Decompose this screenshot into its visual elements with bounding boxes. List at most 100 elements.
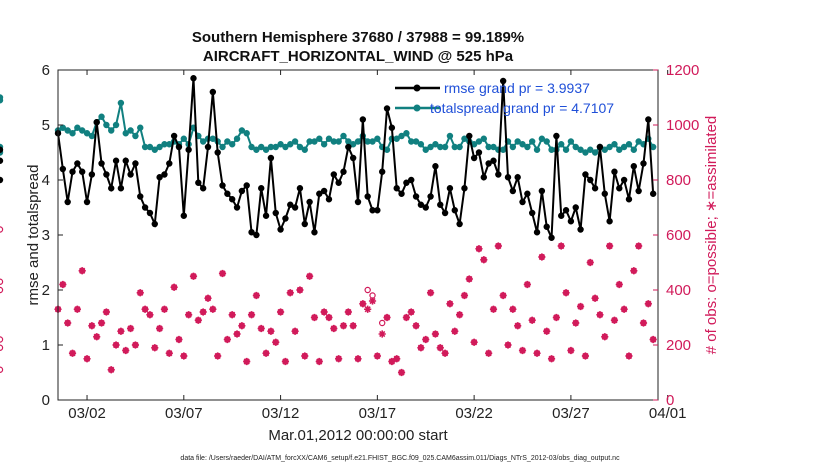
spread-point	[446, 132, 454, 140]
rmse-point	[78, 168, 86, 175]
rmse-point	[146, 209, 154, 217]
obs-assimilated-point	[596, 311, 604, 319]
rmse-point	[538, 187, 546, 195]
rmse-point	[262, 212, 270, 219]
y-axis-left-ticks: 0 1 2 3 4 5 6	[42, 62, 63, 409]
spread-point	[417, 141, 425, 148]
x-axis-label: Mar.01,2012 00:00:00 start	[268, 427, 448, 444]
obs-assimilated-point	[426, 289, 435, 297]
spread-point	[475, 138, 483, 145]
rmse-point	[495, 171, 502, 178]
rmse-point	[243, 182, 250, 189]
obs-assimilated-point	[170, 283, 178, 291]
obs-assimilated-point	[136, 289, 144, 297]
rmse-point	[156, 174, 163, 181]
spread-point	[625, 141, 633, 148]
rmse-point	[83, 198, 91, 206]
obs-assimilated-point	[552, 313, 560, 322]
rmse-point	[316, 190, 323, 197]
rmse-point	[640, 160, 647, 167]
obs-assimilated-point	[131, 341, 140, 349]
spread-point	[74, 124, 81, 131]
rmse-point	[470, 154, 478, 162]
rmse-point	[272, 209, 279, 217]
obs-assimilated-point	[557, 242, 565, 250]
obs-possible-point	[0, 366, 4, 373]
rmse-point	[93, 119, 100, 126]
rmse-point	[69, 168, 76, 175]
rmse-point	[219, 182, 226, 189]
obs-assimilated-point	[247, 311, 256, 319]
rmse-point	[282, 215, 289, 222]
obs-assimilated-point	[112, 341, 120, 349]
spread-point	[451, 143, 458, 151]
obs-assimilated-point	[606, 242, 614, 250]
rmse-point	[427, 193, 434, 200]
obs-assimilated-point	[393, 355, 401, 363]
rmse-point	[456, 220, 463, 228]
y-tick-label-left: 5	[42, 117, 50, 134]
rmse-point	[533, 229, 541, 236]
spread-point	[456, 143, 463, 151]
obs-assimilated-point	[349, 322, 357, 330]
obs-assimilated-point	[543, 327, 551, 335]
obs-assimilated-point	[378, 330, 386, 338]
y-tick-label-right: 1200	[666, 62, 699, 79]
spread-point	[233, 135, 241, 142]
x-tick-label: 03/12	[262, 405, 300, 422]
rmse-point	[214, 149, 221, 156]
rmse-point	[320, 187, 328, 195]
rmse-point	[374, 207, 381, 214]
obs-assimilated-point	[146, 311, 154, 319]
rmse-point	[490, 157, 497, 164]
rmse-point	[635, 187, 642, 195]
chart-subtitle: AIRCRAFT_HORIZONTAL_WIND @ 525 hPa	[203, 48, 514, 65]
rmse-point	[596, 143, 604, 151]
obs-assimilated-point	[625, 352, 633, 360]
obs-assimilated-point	[122, 346, 130, 355]
rmse-point	[306, 198, 313, 206]
spread-point	[499, 146, 507, 153]
spread-point	[64, 127, 71, 134]
spread-point	[616, 146, 623, 153]
spread-point	[277, 141, 284, 148]
plot-area	[58, 70, 658, 400]
spread-point	[248, 143, 255, 151]
rmse-point	[606, 218, 613, 225]
rmse-point	[359, 116, 367, 123]
rmse-point	[398, 190, 405, 197]
rmse-point	[528, 209, 536, 217]
obs-assimilated-point	[59, 280, 67, 289]
rmse-point	[137, 193, 144, 200]
obs-assimilated-point	[223, 335, 231, 344]
rmse-point	[649, 190, 657, 197]
obs-assimilated-point	[102, 308, 110, 316]
rmse-point	[199, 185, 207, 192]
spread-point	[316, 135, 323, 142]
spread-point	[219, 143, 226, 151]
rmse-point	[59, 165, 67, 173]
spread-point	[282, 143, 289, 151]
spread-point	[364, 138, 371, 145]
legend-spread-marker	[413, 104, 421, 112]
rmse-point	[475, 149, 483, 156]
spread-point	[630, 146, 638, 153]
obs-assimilated-point	[388, 357, 396, 366]
spread-point	[562, 146, 570, 153]
spread-point	[524, 143, 531, 151]
obs-assimilated-point	[354, 355, 362, 363]
spread-point	[441, 143, 449, 151]
spread-point	[572, 143, 579, 151]
rmse-point	[88, 171, 96, 178]
spread-point	[112, 121, 120, 129]
y-tick-label-right: 800	[666, 172, 691, 189]
rmse-point	[480, 174, 488, 181]
obs-assimilated-point	[615, 280, 623, 289]
spread-point	[78, 127, 86, 134]
obs-assimilated-point	[456, 311, 464, 319]
spread-point	[132, 132, 139, 140]
rmse-point	[325, 196, 333, 203]
obs-assimilated-point	[412, 322, 420, 330]
spread-point	[117, 99, 125, 107]
legend-rmse-label: rmse grand pr = 3.9937	[444, 80, 590, 96]
